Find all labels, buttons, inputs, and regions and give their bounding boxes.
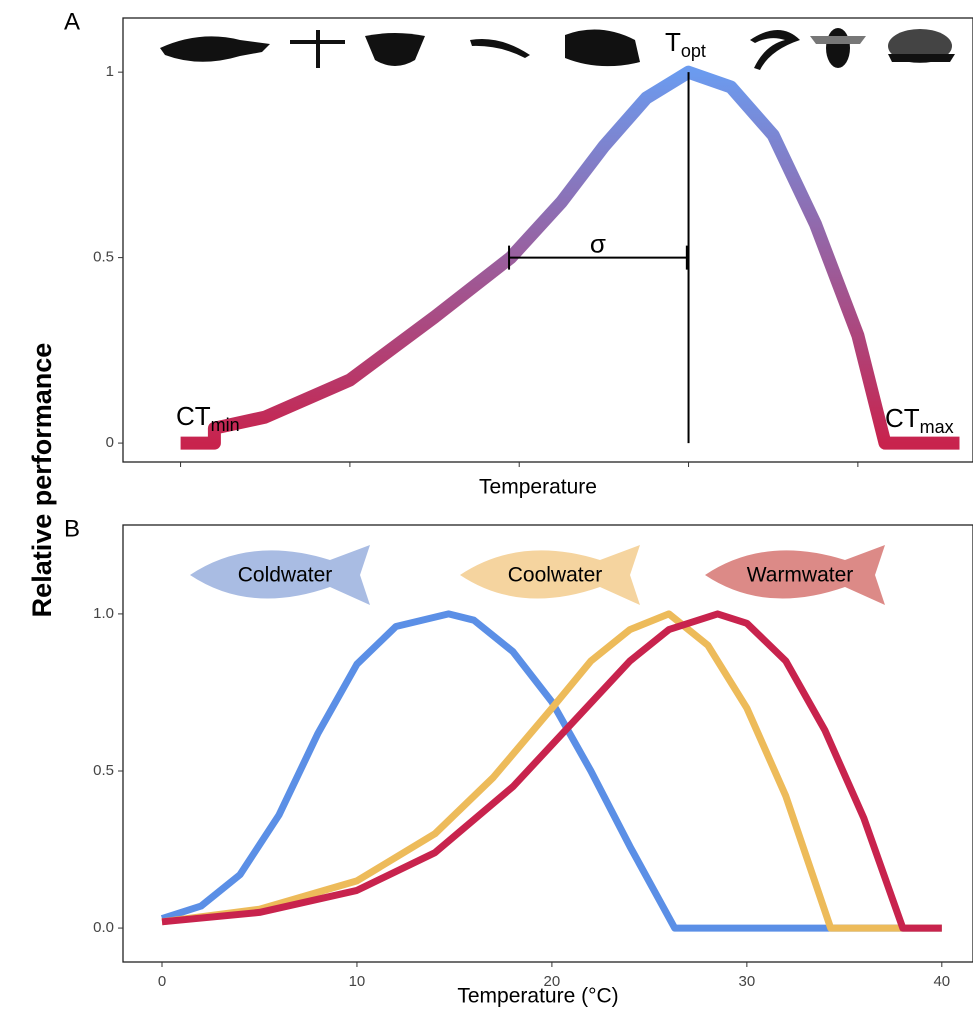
y-tick-label: 0.5 bbox=[93, 762, 114, 779]
silhouettes bbox=[160, 28, 955, 70]
annotation-main: CT bbox=[885, 403, 920, 433]
plot-frame bbox=[122, 17, 973, 463]
annotation-main: CT bbox=[176, 401, 211, 431]
y-tick-label: 0.5 bbox=[93, 249, 114, 266]
annotation-sub: opt bbox=[681, 41, 706, 61]
series-line bbox=[161, 610, 942, 932]
x-axis-label: Temperature (°C) bbox=[457, 985, 618, 1008]
legend-label: Coldwater bbox=[238, 564, 333, 587]
series-line bbox=[160, 610, 942, 932]
x-tick-label: 20 bbox=[544, 973, 561, 990]
fish-silhouette bbox=[705, 545, 885, 605]
y-tick-label: 0 bbox=[106, 434, 114, 451]
annotation-sub: max bbox=[920, 417, 954, 437]
series-line bbox=[161, 610, 942, 932]
panel-label: B bbox=[64, 515, 80, 542]
y-axis-label: Relative performance bbox=[27, 343, 57, 618]
legend-label: Coolwater bbox=[508, 564, 603, 587]
legend-label: Warmwater bbox=[747, 564, 854, 587]
series-line bbox=[180, 65, 960, 450]
y-tick-label: 1.0 bbox=[93, 605, 114, 622]
fish-silhouette bbox=[460, 545, 640, 605]
fish-silhouette bbox=[190, 545, 370, 605]
annotation: CTmax bbox=[885, 403, 954, 437]
panel-label: A bbox=[64, 8, 80, 35]
plot-frame bbox=[122, 524, 973, 963]
x-tick-label: 40 bbox=[933, 973, 950, 990]
x-axis-label: Temperature bbox=[479, 476, 597, 499]
annotation: Topt bbox=[665, 27, 706, 61]
annotation-main: T bbox=[665, 27, 681, 57]
annotation: CTmin bbox=[176, 401, 240, 435]
x-tick-label: 10 bbox=[349, 973, 366, 990]
y-tick-label: 1 bbox=[106, 63, 114, 80]
annotation-sub: min bbox=[211, 415, 240, 435]
x-tick-label: 30 bbox=[739, 973, 756, 990]
y-tick-label: 0.0 bbox=[93, 919, 114, 936]
x-tick-label: 0 bbox=[158, 973, 166, 990]
sigma-label: σ bbox=[590, 228, 606, 258]
